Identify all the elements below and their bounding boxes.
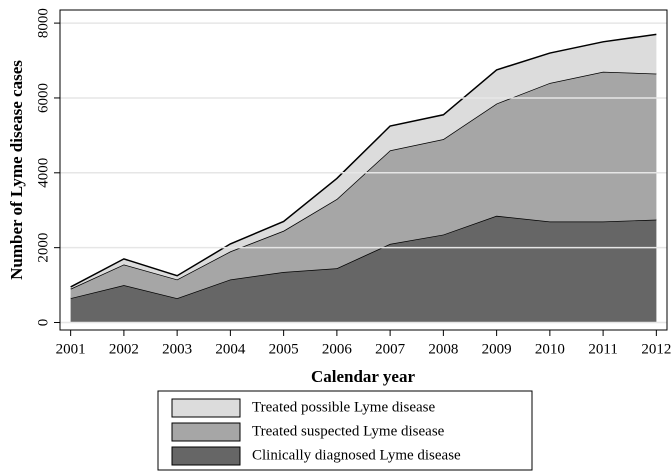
legend-label: Clinically diagnosed Lyme disease [252, 447, 461, 463]
legend-swatch [171, 422, 241, 442]
x-tick-label: 2007 [375, 341, 406, 357]
legend-label: Treated suspected Lyme disease [252, 423, 445, 439]
y-tick-label: 8000 [35, 8, 51, 38]
y-tick-label: 0 [35, 319, 51, 327]
legend-label: Treated possible Lyme disease [252, 399, 436, 415]
y-tick-label: 6000 [35, 83, 51, 113]
x-tick-label: 2006 [322, 341, 353, 357]
x-tick-label: 2004 [215, 341, 246, 357]
area [70, 215, 657, 323]
x-tick-label: 2001 [56, 341, 86, 357]
plot-frame [59, 9, 668, 331]
x-tick-label: 2012 [641, 341, 671, 357]
x-tick-label: 2003 [162, 341, 192, 357]
area [70, 71, 657, 299]
x-tick-label: 2002 [109, 341, 139, 357]
x-tick-label: 2005 [269, 341, 299, 357]
y-tick-label: 2000 [35, 233, 51, 263]
legend-swatch [171, 446, 241, 466]
legend-swatch [171, 398, 241, 418]
x-tick-label: 2008 [428, 341, 458, 357]
x-tick-label: 2010 [535, 341, 565, 357]
y-tick-label: 4000 [35, 158, 51, 188]
x-tick-label: 2009 [482, 341, 512, 357]
x-axis-title: Calendar year [311, 367, 415, 386]
y-axis-title: Number of Lyme disease cases [7, 60, 26, 280]
area-edge [70, 33, 657, 288]
x-tick-label: 2011 [588, 341, 617, 357]
